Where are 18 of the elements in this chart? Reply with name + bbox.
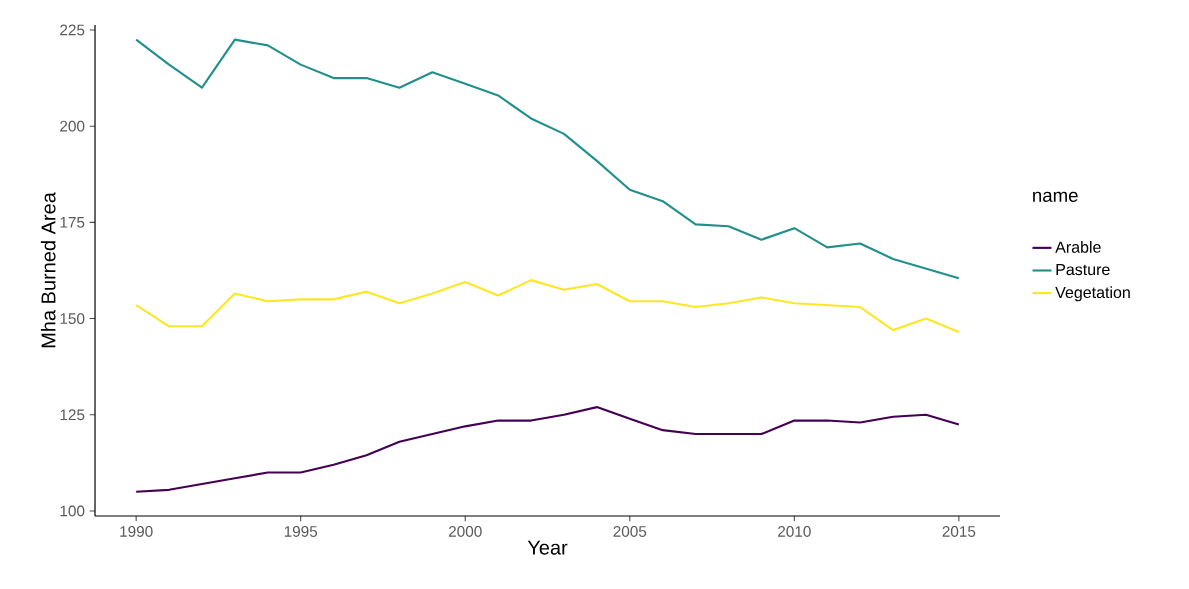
y-tick-label: 100 [60, 505, 85, 517]
x-tick-label: 2015 [942, 526, 976, 537]
y-axis-title: Mha Burned Area [40, 192, 56, 348]
x-axis-title: Year [527, 540, 568, 555]
y-tick-label: 125 [60, 409, 85, 421]
x-tick-label: 2005 [613, 526, 647, 537]
x-tick-label: 2000 [448, 526, 482, 537]
y-tick-label: 175 [60, 217, 85, 228]
x-tick-label: 2010 [778, 526, 811, 537]
x-tick-label: 1995 [284, 526, 318, 537]
legend-label: Arable [1055, 241, 1101, 253]
legend-label: Vegetation [1055, 286, 1130, 302]
legend-label: Pasture [1056, 263, 1110, 276]
y-tick-label: 225 [60, 24, 85, 36]
legend-title: name [1033, 191, 1078, 202]
y-tick-label: 150 [60, 313, 85, 325]
x-tick-label: 1990 [120, 526, 153, 537]
y-tick-label: 200 [60, 120, 85, 132]
